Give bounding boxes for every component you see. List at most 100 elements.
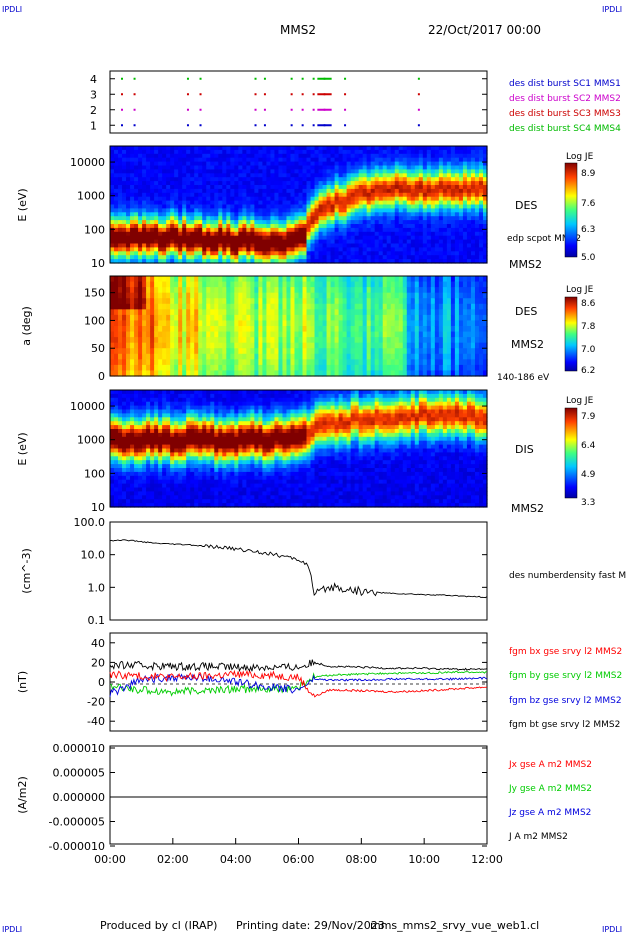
heatmap-cell	[410, 153, 416, 159]
des-pitch-frame	[109, 275, 488, 377]
heatmap-cell	[222, 161, 227, 167]
heatmap-cell	[154, 276, 159, 283]
heatmap-cell	[306, 157, 312, 163]
heatmap-cell	[190, 326, 195, 333]
heatmap-cell	[294, 208, 300, 213]
heatmap-cell	[334, 255, 340, 260]
heatmap-cell	[230, 239, 235, 245]
heatmap-cell	[126, 342, 131, 349]
heatmap-cell	[450, 292, 456, 299]
heatmap-cell	[390, 276, 396, 283]
heatmap-cell	[282, 342, 288, 349]
heatmap-cell	[414, 331, 420, 338]
heatmap-cell	[230, 303, 235, 310]
heatmap-cell	[154, 204, 159, 209]
heatmap-cell	[334, 231, 340, 237]
heatmap-cell	[142, 405, 147, 411]
heatmap-cell	[270, 235, 276, 241]
heatmap-cell	[382, 204, 388, 209]
heatmap-cell	[402, 188, 408, 194]
heatmap-cell	[186, 204, 191, 209]
heatmap-cell	[130, 157, 135, 163]
heatmap-cell	[230, 149, 235, 155]
heatmap-cell	[162, 173, 167, 178]
heatmap-cell	[358, 314, 364, 322]
heatmap-cell	[250, 348, 255, 355]
heatmap-cell	[286, 227, 292, 233]
heatmap-cell	[326, 216, 332, 221]
heatmap-cell	[318, 359, 324, 366]
heatmap-cell	[338, 227, 344, 233]
heatmap-cell	[298, 287, 304, 294]
heatmap-cell	[202, 255, 207, 260]
heatmap-cell	[230, 364, 235, 372]
heatmap-cell	[298, 196, 304, 202]
heatmap-cell	[178, 342, 183, 349]
heatmap-cell	[298, 231, 304, 237]
heatmap-cell	[334, 243, 340, 248]
heatmap-cell	[346, 314, 352, 322]
heatmap-cell	[270, 251, 276, 256]
heatmap-cell	[226, 173, 231, 178]
heatmap-cell	[458, 276, 464, 283]
heatmap-cell	[194, 224, 199, 229]
heatmap-cell	[426, 149, 432, 155]
heatmap-cell	[286, 326, 292, 333]
heatmap-cell	[214, 185, 219, 190]
heatmap-cell	[438, 224, 444, 229]
heatmap-cell	[418, 320, 424, 327]
heatmap-cell	[278, 247, 284, 252]
heatmap-cell	[406, 177, 412, 182]
heatmap-cell	[270, 153, 276, 159]
heatmap-cell	[382, 348, 388, 355]
heatmap-cell	[318, 181, 324, 186]
heatmap-cell	[438, 157, 444, 163]
heatmap-cell	[310, 243, 316, 248]
heatmap-cell	[322, 337, 328, 344]
heatmap-cell	[122, 153, 127, 159]
heatmap-cell	[478, 208, 484, 213]
heatmap-cell	[186, 220, 191, 225]
heatmap-cell	[326, 153, 332, 159]
heatmap-cell	[162, 181, 167, 186]
heatmap-cell	[362, 192, 368, 198]
heatmap-cell	[330, 169, 336, 174]
heatmap-cell	[410, 216, 416, 221]
heatmap-cell	[430, 255, 436, 260]
heatmap-cell	[182, 185, 187, 190]
heatmap-cell	[282, 212, 288, 217]
heatmap-cell	[234, 192, 239, 198]
heatmap-cell	[362, 227, 368, 233]
heatmap-cell	[294, 370, 300, 377]
heatmap-cell	[478, 204, 484, 209]
heatmap-cell	[234, 309, 239, 316]
heatmap-cell	[390, 173, 396, 178]
heatmap-cell	[138, 413, 143, 418]
heatmap-cell	[358, 188, 364, 194]
heatmap-cell	[118, 231, 123, 237]
heatmap-cell	[314, 157, 320, 163]
heatmap-cell	[118, 235, 123, 241]
heatmap-cell	[122, 247, 127, 252]
heatmap-cell	[154, 370, 159, 377]
heatmap-cell	[262, 146, 268, 151]
heatmap-cell	[222, 169, 227, 174]
heatmap-cell	[298, 153, 304, 159]
heatmap-cell	[466, 216, 472, 221]
heatmap-cell	[158, 314, 163, 322]
heatmap-cell	[430, 173, 436, 178]
heatmap-cell	[422, 220, 428, 225]
heatmap-cell	[174, 224, 179, 229]
heatmap-cell	[434, 243, 440, 248]
heatmap-cell	[370, 220, 376, 225]
heatmap-cell	[210, 149, 215, 155]
heatmap-cell	[262, 177, 268, 182]
heatmap-cell	[394, 169, 400, 174]
heatmap-cell	[430, 276, 436, 283]
heatmap-cell	[134, 405, 139, 411]
heatmap-cell	[174, 231, 179, 237]
heatmap-cell	[398, 235, 404, 241]
heatmap-cell	[466, 243, 472, 248]
heatmap-cell	[182, 342, 187, 349]
heatmap-cell	[290, 235, 296, 241]
